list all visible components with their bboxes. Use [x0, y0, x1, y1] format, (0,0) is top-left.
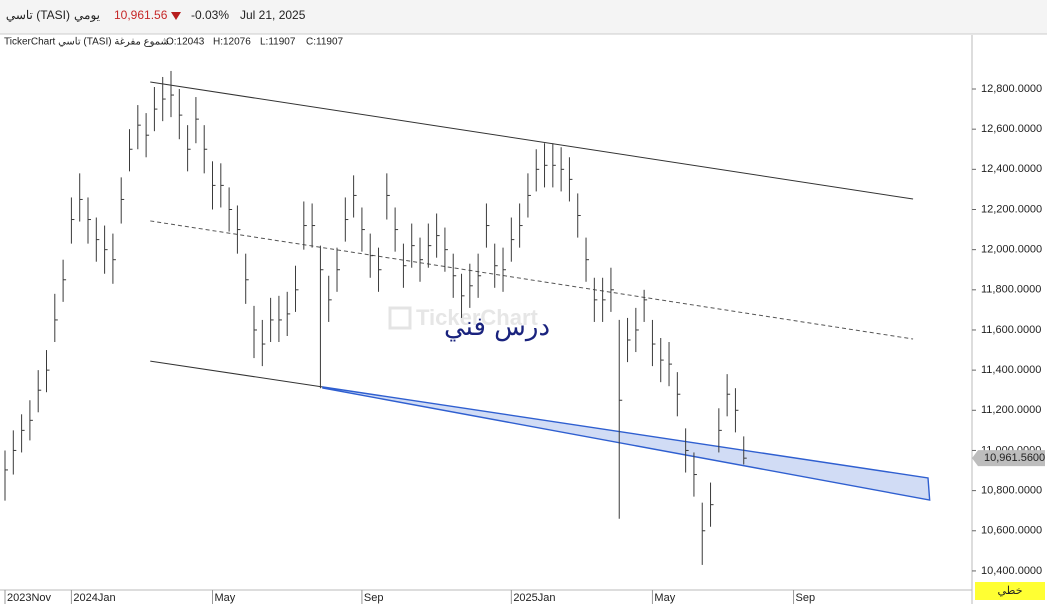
- trend-line: [150, 220, 914, 340]
- down-arrow: [171, 12, 181, 20]
- x-tick-label: May: [215, 592, 236, 604]
- x-tick-label: 2025Jan: [513, 592, 555, 604]
- x-tick-label: 2024Jan: [73, 592, 115, 604]
- y-tick-label: 12,000.0000: [981, 244, 1042, 256]
- last-price-label: 10,961.5600: [984, 452, 1045, 464]
- info-low: L:11907: [260, 37, 296, 48]
- change: -0.03%: [191, 8, 229, 22]
- info-open: O:12043: [166, 37, 205, 48]
- y-tick-label: 10,400.0000: [981, 565, 1042, 577]
- x-tick-label: May: [654, 592, 675, 604]
- symbol: تاسي (TASI): [6, 8, 70, 22]
- trend-line: [150, 81, 914, 200]
- period: يومي: [74, 8, 100, 22]
- info-high: H:12076: [213, 37, 251, 48]
- y-tick-label: 11,800.0000: [981, 284, 1041, 296]
- trend-line: [150, 360, 323, 388]
- y-tick-label: 10,600.0000: [981, 525, 1042, 537]
- price: 10,961.56: [114, 8, 168, 22]
- watermark-caption: درس فني: [444, 312, 550, 342]
- x-tick-label: Sep: [364, 592, 384, 604]
- last-price-badge: [972, 450, 1045, 467]
- y-tick-label: 12,400.0000: [981, 163, 1042, 175]
- x-tick-label: Sep: [796, 592, 816, 604]
- y-tick-label: 10,800.0000: [981, 485, 1042, 497]
- watermark-brand: TickerChart: [416, 305, 539, 330]
- watermark-logo: [388, 306, 412, 330]
- channel-band: [322, 386, 931, 501]
- x-tick-label: 2023Nov: [7, 592, 52, 604]
- y-tick-label: 11,200.0000: [981, 404, 1041, 416]
- date: Jul 21, 2025: [240, 8, 306, 22]
- y-tick-label: 11,600.0000: [981, 324, 1041, 336]
- y-tick-label: 11,400.0000: [981, 364, 1041, 376]
- mode-label[interactable]: خطي: [998, 585, 1023, 597]
- mode-box[interactable]: [975, 582, 1045, 600]
- y-tick-label: 12,800.0000: [981, 83, 1042, 95]
- y-tick-label: 12,600.0000: [981, 123, 1042, 135]
- info-close: C:11907: [306, 37, 344, 48]
- info-title: TickerChart تاسي (TASI) شموع مفرغة: [4, 37, 169, 48]
- y-tick-label: 12,200.0000: [981, 203, 1042, 215]
